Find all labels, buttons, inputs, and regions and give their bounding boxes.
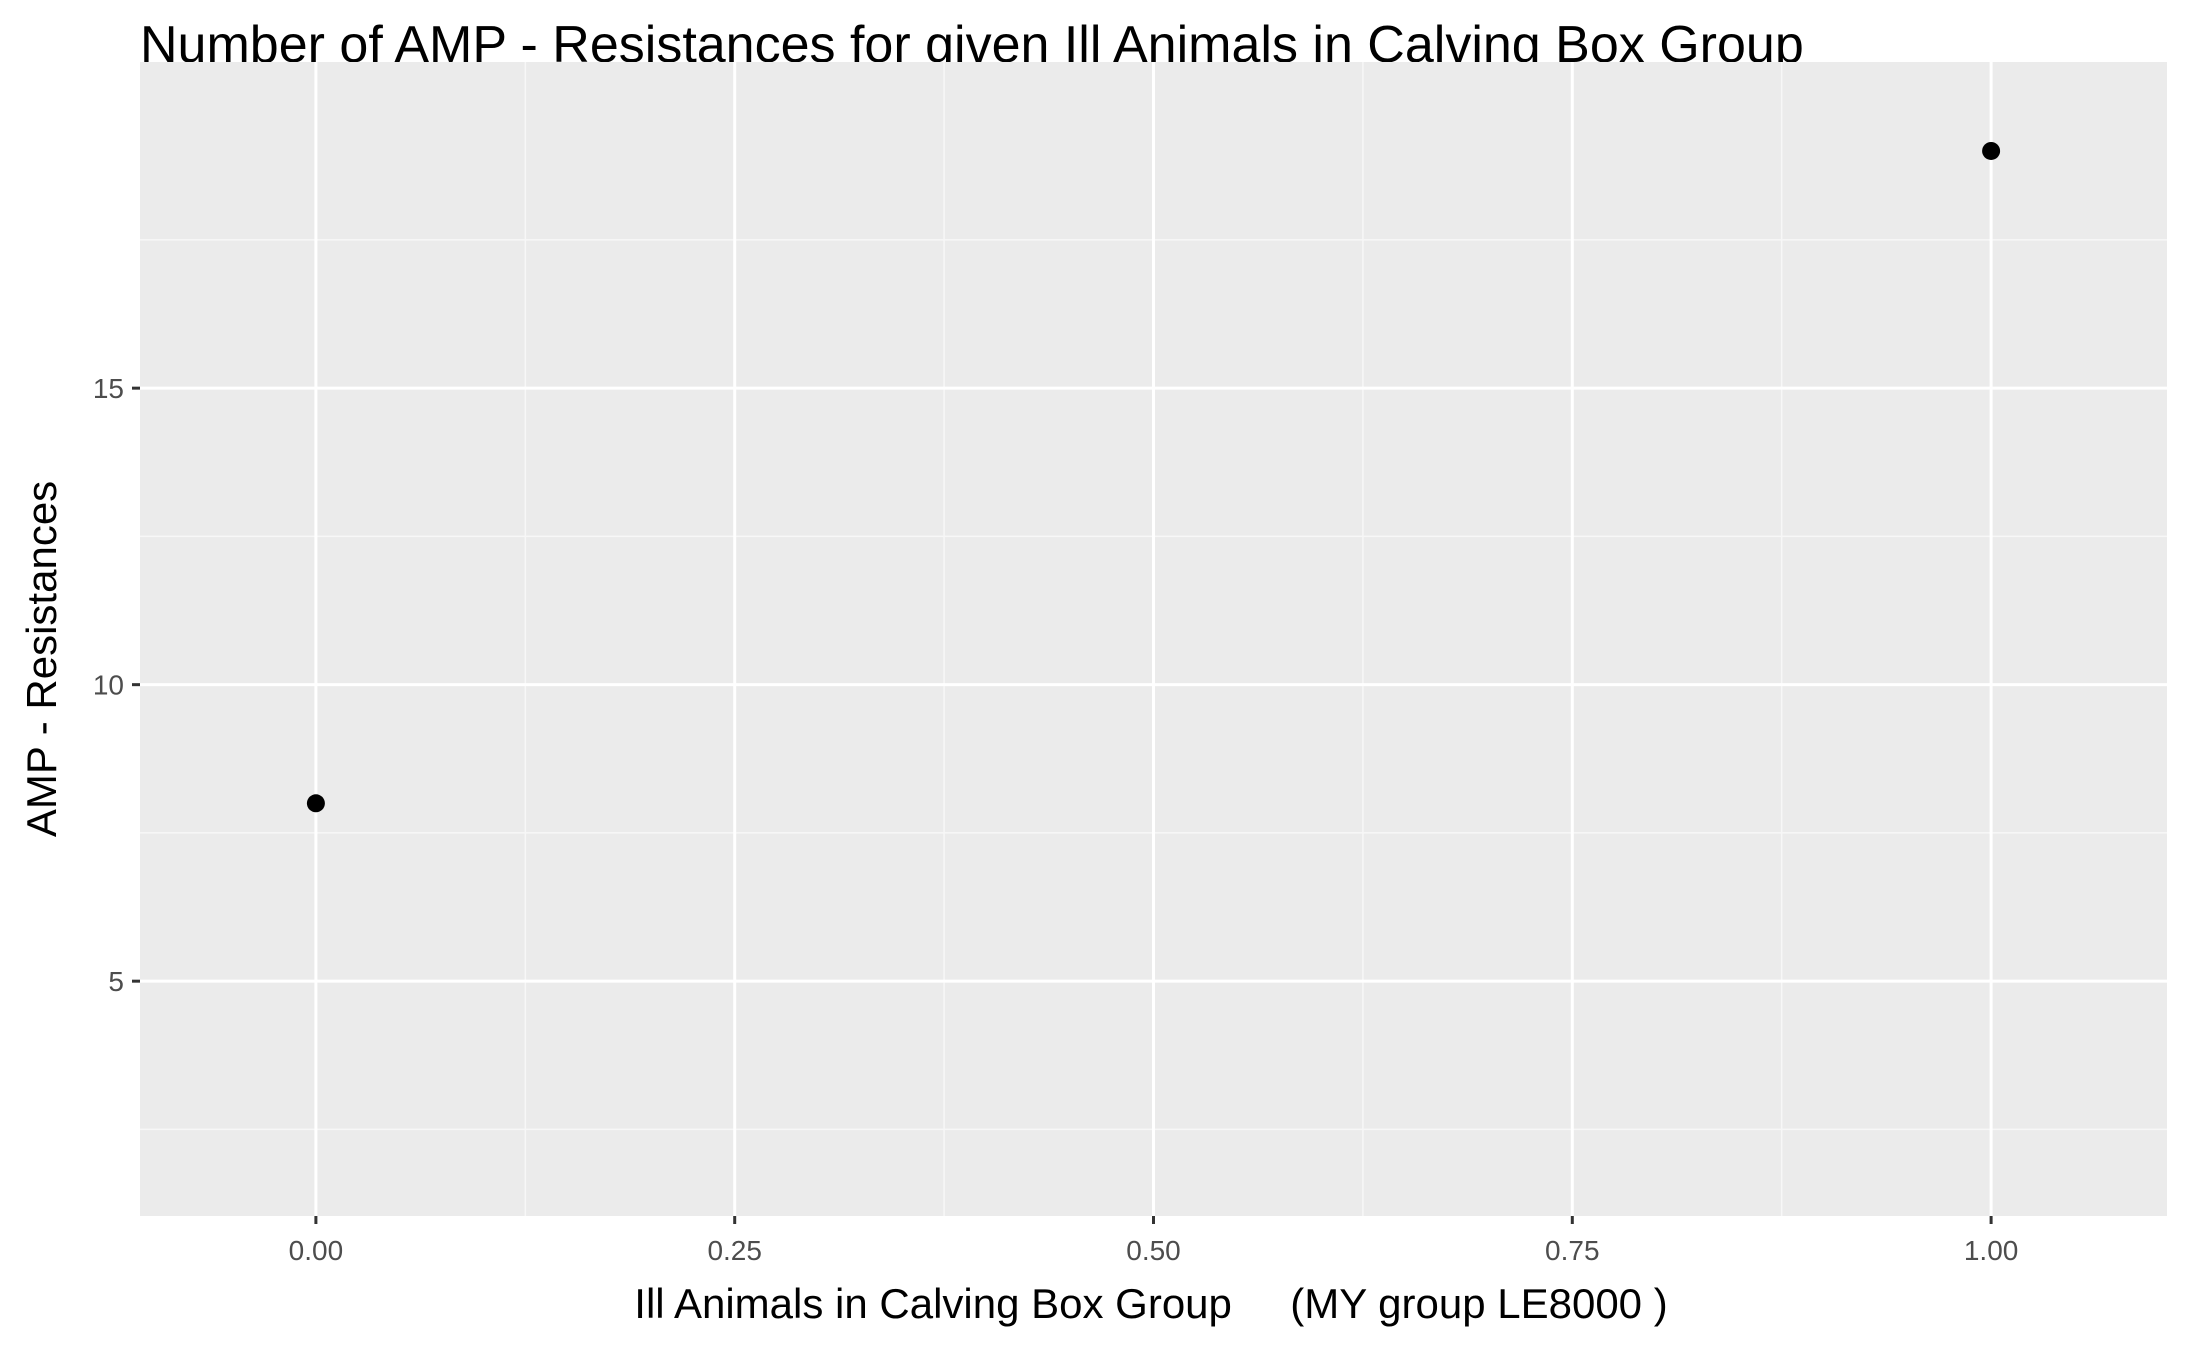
y-tick-label: 5 xyxy=(108,966,124,997)
y-axis-title: AMP - Resistances xyxy=(18,481,65,837)
x-tick-label: 1.00 xyxy=(1964,1235,2019,1266)
y-tick-label: 10 xyxy=(93,670,124,701)
y-axis: 5 10 15 xyxy=(93,373,140,997)
data-point xyxy=(1982,141,2001,160)
y-tick-label: 15 xyxy=(93,373,124,404)
x-tick-label: 0.50 xyxy=(1126,1235,1181,1266)
x-tick-label: 0.00 xyxy=(289,1235,344,1266)
x-tick-label: 0.25 xyxy=(707,1235,762,1266)
x-axis-title: Ill Animals in Calving Box Group (MY gro… xyxy=(634,1280,1667,1327)
major-gridlines xyxy=(140,62,2167,1216)
x-axis: 0.00 0.25 0.50 0.75 1.00 xyxy=(289,1216,2019,1266)
x-tick-label: 0.75 xyxy=(1545,1235,1600,1266)
data-points xyxy=(306,141,2001,813)
data-point xyxy=(306,794,325,813)
